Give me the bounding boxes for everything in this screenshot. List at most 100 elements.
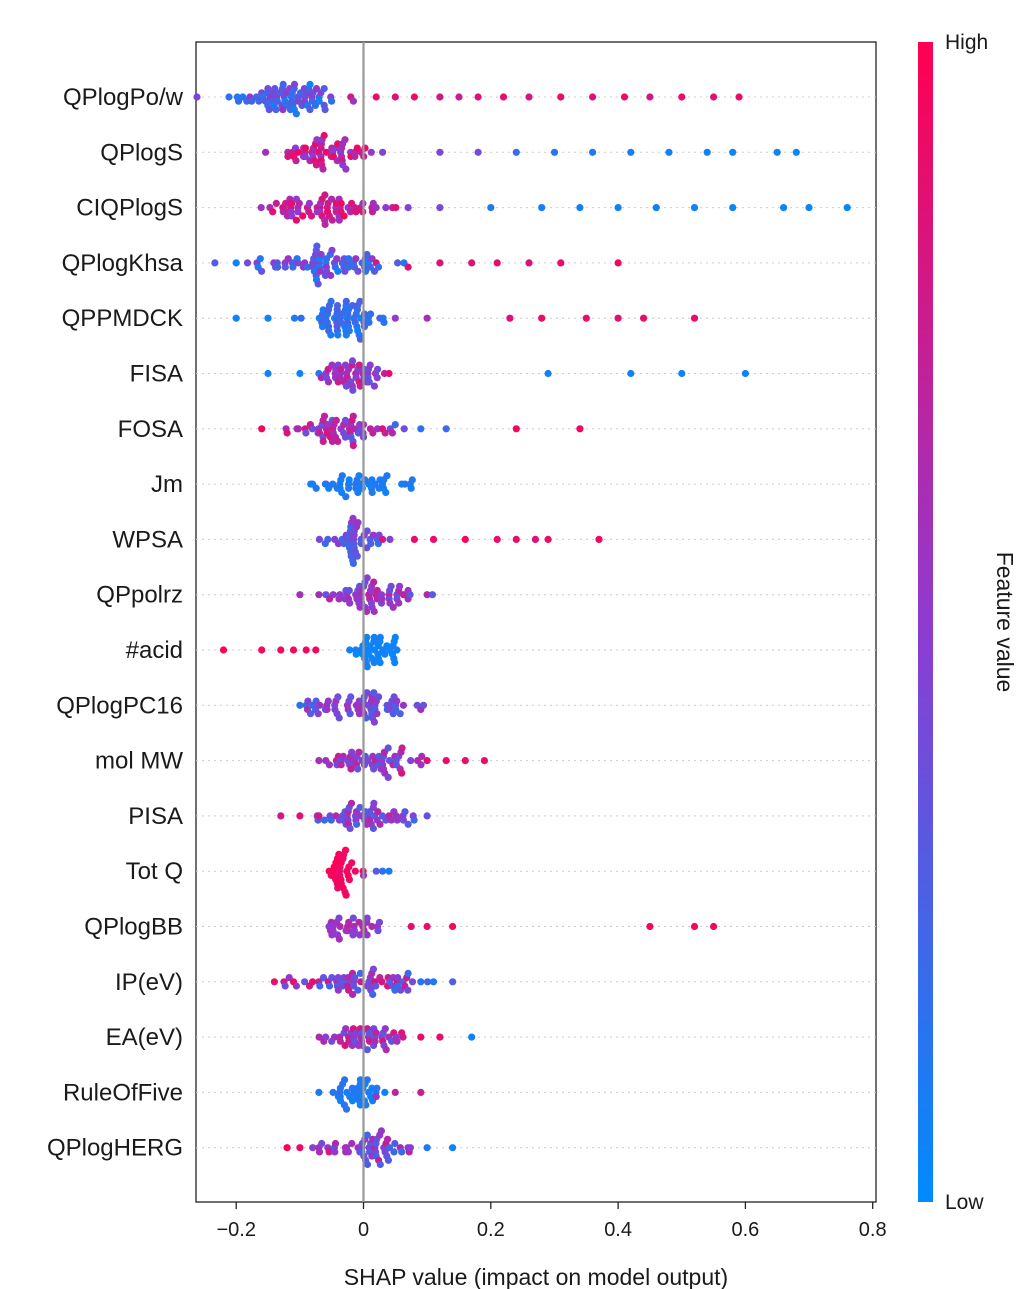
shap-point (348, 859, 356, 867)
x-tick-label: 0.8 (859, 1219, 887, 1241)
colorbar-high-label: High (945, 31, 988, 54)
dot-cloud (193, 80, 851, 1169)
shap-point (243, 259, 252, 267)
shap-point (371, 1037, 379, 1045)
shap-point (399, 591, 408, 599)
shap-point (401, 480, 409, 488)
shap-point (370, 578, 378, 586)
shap-point (323, 705, 331, 714)
shap-point (342, 493, 350, 501)
shap-point (331, 1148, 339, 1156)
shap-point (395, 599, 403, 607)
shap-point (735, 93, 743, 101)
shap-point (313, 242, 321, 250)
shap-point (493, 259, 501, 267)
shap-point (363, 633, 371, 642)
shap-point (327, 816, 335, 824)
shap-point (544, 535, 552, 544)
shap-point (337, 761, 345, 769)
x-tick-label: −0.2 (216, 1219, 255, 1241)
shap-point (595, 535, 603, 544)
shap-point (372, 1029, 380, 1037)
shap-point (576, 425, 584, 433)
shap-point (329, 1088, 337, 1096)
shap-point (678, 369, 686, 378)
shap-point (436, 93, 444, 101)
shap-point (365, 318, 373, 326)
shap-point (346, 646, 354, 654)
shap-point (320, 412, 329, 420)
shap-point (512, 535, 520, 544)
shap-point (393, 697, 401, 705)
shap-point (378, 978, 386, 986)
shap-point (297, 314, 305, 322)
shap-point (349, 559, 357, 568)
shap-point (387, 582, 395, 590)
shap-point (449, 922, 457, 931)
shap-point (363, 663, 371, 671)
shap-point (334, 331, 342, 339)
shap-point (614, 259, 622, 267)
shap-point (265, 106, 273, 114)
x-tick-label: 0.6 (731, 1219, 759, 1241)
shap-point (302, 429, 310, 437)
shap-point (394, 974, 402, 982)
feature-label: EA(eV) (106, 1024, 183, 1051)
shap-point (614, 314, 622, 322)
shap-point (315, 591, 323, 599)
shap-point (292, 110, 300, 118)
shap-point (345, 327, 353, 335)
shap-point (423, 314, 431, 322)
shap-point (381, 429, 389, 437)
shap-point (264, 314, 272, 322)
shap-point (328, 216, 336, 224)
shap-point (436, 1033, 444, 1041)
shap-point (296, 701, 304, 709)
shap-point (410, 816, 418, 824)
shap-point (363, 574, 371, 582)
shap-point (474, 148, 482, 156)
shap-point (337, 365, 345, 373)
shap-point (289, 263, 297, 271)
shap-point (436, 259, 444, 267)
shap-point (400, 425, 408, 433)
shap-point (419, 701, 428, 709)
shap-point (417, 425, 425, 433)
shap-point (393, 646, 401, 654)
shap-point (387, 816, 395, 824)
shap-point (299, 212, 307, 220)
shap-point (337, 199, 345, 207)
shap-point (805, 204, 813, 212)
row-gridlines (196, 96, 876, 1149)
shap-point (374, 808, 382, 816)
shap-point (353, 820, 361, 828)
shap-point (344, 927, 352, 935)
shap-point (258, 267, 266, 275)
shap-point (292, 982, 300, 990)
shap-point (315, 97, 323, 105)
shap-point (379, 535, 387, 544)
shap-point (328, 97, 336, 105)
shap-point (374, 263, 383, 271)
shap-point (348, 748, 356, 756)
shap-point (373, 374, 381, 382)
shap-point (315, 1148, 324, 1156)
shap-point (370, 607, 378, 616)
shap-point (301, 152, 309, 161)
shap-point (363, 931, 371, 939)
shap-point (358, 484, 366, 492)
shap-point (346, 710, 354, 718)
shap-point (372, 1093, 380, 1101)
shap-point (374, 927, 382, 935)
shap-point (354, 765, 362, 773)
shap-point (316, 267, 324, 275)
shap-point (399, 701, 407, 709)
shap-point (399, 816, 407, 824)
shap-point (374, 365, 382, 373)
feature-label: QPpolrz (96, 582, 183, 609)
shap-point (292, 157, 300, 165)
shap-point (262, 148, 270, 156)
shap-point (375, 918, 384, 926)
shap-point (499, 93, 508, 101)
